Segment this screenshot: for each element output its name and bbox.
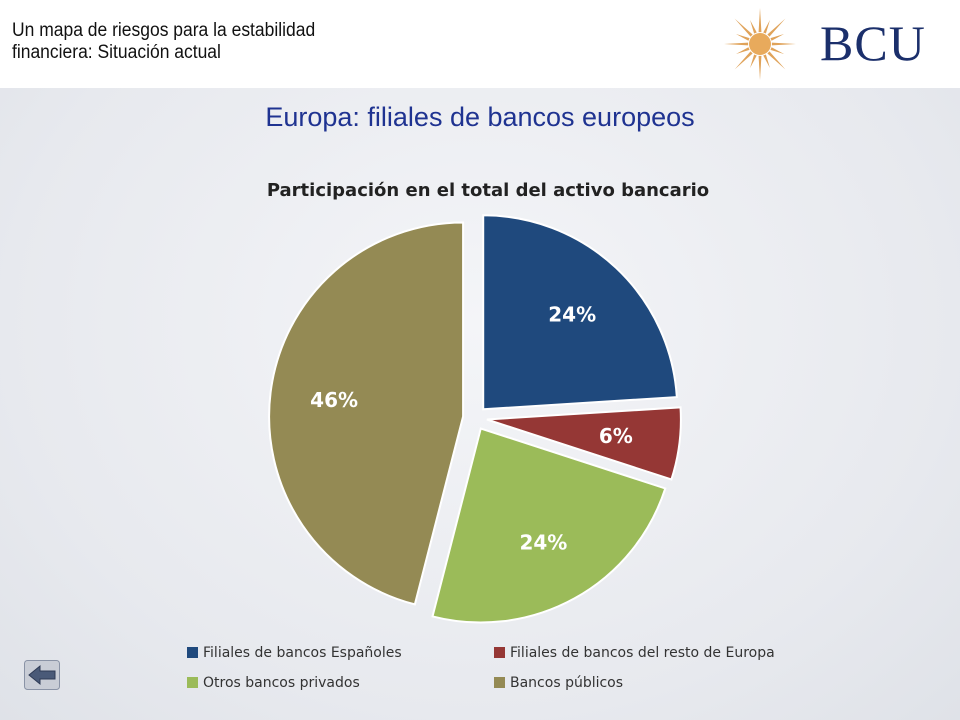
- legend-swatch-2: [494, 647, 505, 658]
- legend-label-1: Filiales de bancos Españoles: [203, 645, 402, 661]
- chart-title: Participación en el total del activo ban…: [267, 180, 709, 201]
- logo-text: BCU: [820, 15, 926, 71]
- pie-data-labels: 24% 6% 24% 46%: [310, 302, 633, 554]
- slide-title: Europa: filiales de bancos europeos: [265, 102, 695, 132]
- header-title: Un mapa de riesgos para la estabilidad f…: [12, 20, 316, 63]
- sun-emblem-icon: [724, 8, 796, 80]
- pie-data-label-2: 6%: [599, 424, 633, 448]
- pie-data-label-4: 46%: [310, 388, 358, 412]
- legend-label-3: Otros bancos privados: [203, 675, 360, 691]
- pie-data-label-1: 24%: [548, 302, 596, 326]
- pie-slices: [268, 214, 682, 624]
- legend-swatch-4: [494, 677, 505, 688]
- slide-header: Un mapa de riesgos para la estabilidad f…: [0, 0, 960, 88]
- header-title-area: Un mapa de riesgos para la estabilidad f…: [0, 0, 712, 88]
- chart-legend: Filiales de bancos Españoles Filiales de …: [187, 645, 775, 691]
- pie-slice-3: [431, 427, 667, 624]
- pie-slice-1: [482, 214, 678, 411]
- pie-slice-2: [486, 406, 682, 481]
- legend-label-4: Bancos públicos: [510, 675, 623, 691]
- pie-slice-4: [268, 221, 465, 606]
- legend-swatch-1: [187, 647, 198, 658]
- legend-label-2: Filiales de bancos del resto de Europa: [510, 645, 775, 661]
- legend-swatch-3: [187, 677, 198, 688]
- back-arrow-icon[interactable]: [24, 660, 60, 690]
- pie-data-label-3: 24%: [519, 530, 567, 554]
- logo-area: [712, 0, 960, 88]
